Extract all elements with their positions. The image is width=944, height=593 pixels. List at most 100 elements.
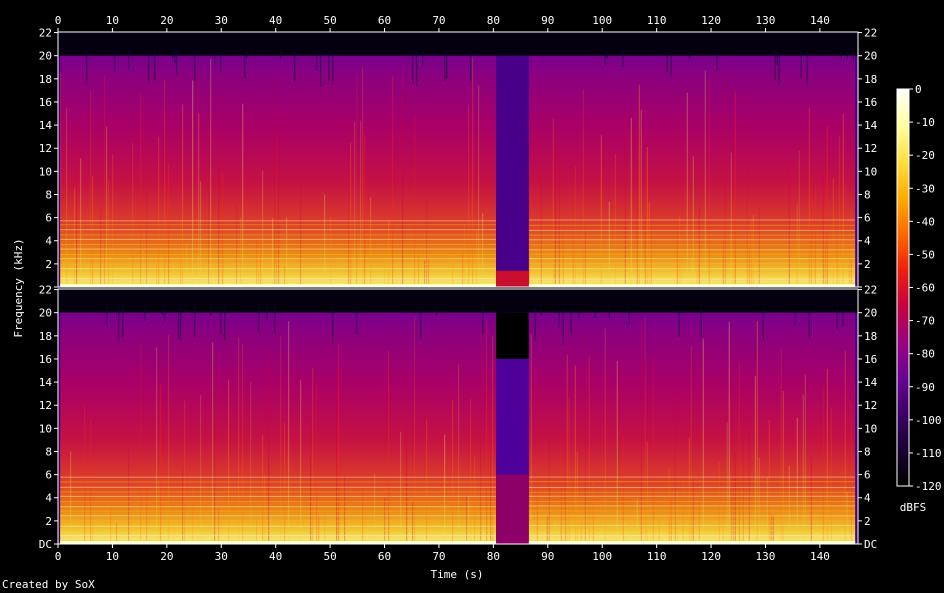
- spectral-streak: [678, 216, 680, 287]
- energy-gradient-segment: [60, 55, 497, 287]
- credit-text: Created by SoX: [2, 578, 95, 591]
- x-tick-label: 30: [215, 550, 228, 563]
- spectral-streak: [316, 383, 318, 544]
- spectral-streak: [832, 178, 834, 287]
- cutoff-notch: [420, 308, 422, 340]
- x-tick-label: 100: [592, 14, 612, 27]
- spectral-streak: [630, 117, 632, 287]
- cutoff-notch: [422, 51, 424, 67]
- spectral-streak: [370, 197, 372, 287]
- cutoff-notch: [194, 308, 196, 337]
- cutoff-notch: [836, 308, 838, 330]
- spectral-streak: [168, 163, 170, 287]
- spectral-streak: [260, 238, 262, 287]
- spectral-streak: [324, 512, 326, 544]
- spectral-streak: [412, 502, 414, 544]
- spectral-streak: [208, 113, 210, 287]
- spectral-streak: [646, 147, 648, 287]
- cutoff-notch: [470, 51, 472, 82]
- panel-frame: [57, 31, 859, 288]
- spectral-streak: [584, 336, 586, 544]
- spectral-streak: [770, 514, 772, 544]
- spectral-streak: [100, 209, 102, 287]
- x-tick-label: 130: [756, 14, 776, 27]
- dc-strip: [60, 284, 856, 287]
- spectral-streak: [768, 420, 770, 544]
- spectral-streak: [624, 111, 626, 287]
- spectral-streak: [354, 122, 356, 287]
- harmonic-line: [60, 534, 497, 536]
- spectral-streak: [116, 522, 118, 544]
- y-tick-label: 20: [864, 307, 877, 320]
- x-tick-label: 90: [541, 14, 554, 27]
- harmonic-line: [60, 515, 497, 517]
- spectral-streak: [682, 479, 684, 544]
- x-tick-label: 20: [160, 550, 173, 563]
- cutoff-notch: [332, 51, 334, 82]
- spectral-streak: [214, 418, 216, 544]
- spectral-streak: [240, 217, 242, 287]
- spectral-streak: [624, 521, 626, 544]
- colorbar-tick-label: -40: [915, 215, 935, 228]
- cutoff-notch: [210, 308, 212, 316]
- y-tick-label: 4: [864, 492, 871, 505]
- harmonic-line: [528, 529, 856, 531]
- spectral-streak: [480, 331, 482, 544]
- spectral-streak: [616, 361, 618, 544]
- harmonic-line: [528, 249, 856, 251]
- spectral-streak: [192, 487, 194, 544]
- colorbar-tick-label: 0: [915, 83, 922, 96]
- spectral-streak: [644, 317, 646, 544]
- spectral-streak: [324, 194, 326, 287]
- spectral-streak: [250, 382, 252, 544]
- spectral-streak: [674, 391, 676, 544]
- harmonic-line: [528, 495, 856, 497]
- y-tick-label: 12: [864, 142, 877, 155]
- x-tick-label: 40: [269, 550, 282, 563]
- spectral-streak: [238, 337, 240, 544]
- harmonic-line: [60, 495, 497, 497]
- y-tick-label: 16: [864, 96, 877, 109]
- harmonic-line: [60, 263, 497, 265]
- spectral-streak: [452, 253, 454, 287]
- spectral-streak: [464, 224, 466, 287]
- spectral-streak: [462, 252, 464, 287]
- spectral-streak: [644, 215, 646, 287]
- spectral-streak: [300, 379, 302, 544]
- spectral-streak: [676, 490, 678, 544]
- cutoff-notch: [328, 51, 330, 82]
- spectral-streak: [702, 338, 704, 544]
- harmonic-line: [60, 258, 497, 260]
- spectral-streak: [690, 346, 692, 544]
- spectral-streak: [70, 451, 72, 544]
- spectral-streak: [564, 429, 566, 544]
- x-tick-label: 80: [487, 550, 500, 563]
- harmonic-line: [528, 234, 856, 236]
- spectral-streak: [168, 335, 170, 544]
- spectral-streak: [822, 385, 824, 544]
- spectral-streak: [798, 150, 800, 287]
- spectral-streak: [850, 403, 852, 544]
- y-tick-label: 4: [45, 492, 52, 505]
- spectral-streak: [284, 423, 286, 544]
- y-tick-label: 18: [864, 73, 877, 86]
- cutoff-notch: [194, 51, 196, 81]
- harmonic-line: [528, 539, 856, 541]
- cutoff-notch: [794, 308, 796, 326]
- harmonic-line: [60, 254, 497, 256]
- spectral-streak: [60, 72, 62, 288]
- y-axis-label: Frequency (kHz): [12, 238, 25, 337]
- y-tick-label: 14: [39, 119, 53, 132]
- spectral-streak: [758, 208, 760, 287]
- spectral-streak: [364, 134, 366, 287]
- spectral-streak: [112, 154, 114, 287]
- spectral-streak: [604, 328, 606, 544]
- spectral-streak: [92, 519, 94, 544]
- cutoff-notch: [840, 51, 842, 61]
- cutoff-notch: [224, 308, 226, 341]
- harmonic-line: [60, 506, 497, 508]
- cutoff-notch: [162, 308, 164, 316]
- harmonic-line: [60, 238, 497, 240]
- spectral-streak: [146, 478, 148, 544]
- cutoff-notch: [280, 51, 282, 60]
